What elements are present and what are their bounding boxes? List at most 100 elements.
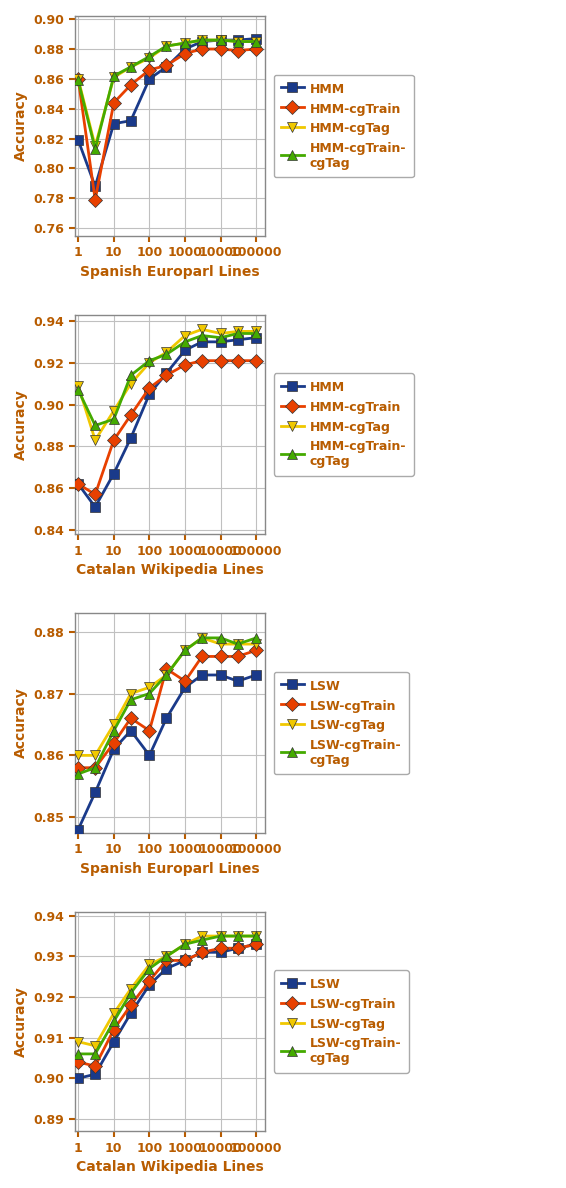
LSW — [217, 668, 224, 682]
Y-axis label: Accuracy: Accuracy — [14, 90, 28, 162]
LSW-cgTrain — [199, 650, 205, 664]
LSW — [182, 681, 188, 695]
HMM-cgTrain — [110, 432, 117, 447]
LSW-cgTag — [199, 929, 205, 943]
HMM — [75, 476, 82, 491]
LSW — [110, 742, 117, 757]
HMM-cgTrain — [199, 42, 205, 56]
HMM — [146, 387, 153, 402]
LSW — [234, 674, 241, 688]
HMM-cgTag — [75, 71, 82, 86]
HMM-cgTrain-
cgTag — [110, 69, 117, 83]
HMM-cgTag — [234, 34, 241, 49]
HMM — [110, 467, 117, 481]
LSW-cgTrain — [234, 650, 241, 664]
LSW-cgTrain — [253, 643, 260, 657]
LSW-cgTrain — [110, 1023, 117, 1037]
LSW-cgTrain — [127, 712, 134, 726]
LSW-cgTrain — [110, 735, 117, 750]
LSW-cgTrain — [253, 937, 260, 952]
LSW-cgTrain-
cgTag — [234, 929, 241, 943]
HMM-cgTrain — [75, 71, 82, 86]
HMM-cgTag — [92, 432, 98, 447]
LSW-cgTrain-
cgTag — [127, 986, 134, 1000]
HMM — [199, 335, 205, 349]
HMM — [234, 333, 241, 347]
LSW-cgTrain-
cgTag — [75, 1047, 82, 1061]
HMM-cgTag — [127, 377, 134, 391]
LSW-cgTrain — [75, 760, 82, 775]
LSW — [146, 978, 153, 992]
LSW-cgTag — [92, 1038, 98, 1053]
LSW-cgTag — [110, 1006, 117, 1020]
LSW-cgTrain — [217, 941, 224, 955]
HMM-cgTrain-
cgTag — [217, 33, 224, 48]
HMM — [110, 116, 117, 131]
HMM-cgTrain — [199, 354, 205, 368]
HMM-cgTag — [146, 355, 153, 369]
HMM-cgTrain-
cgTag — [75, 74, 82, 88]
Legend: HMM, HMM-cgTrain, HMM-cgTag, HMM-cgTrain-
cgTag: HMM, HMM-cgTrain, HMM-cgTag, HMM-cgTrain… — [273, 75, 414, 177]
HMM-cgTrain — [92, 192, 98, 207]
HMM — [199, 34, 205, 49]
LSW — [146, 748, 153, 763]
HMM — [182, 42, 188, 56]
LSW-cgTrain-
cgTag — [199, 631, 205, 645]
HMM-cgTrain-
cgTag — [127, 59, 134, 74]
HMM-cgTrain-
cgTag — [92, 418, 98, 432]
X-axis label: Catalan Wikipedia Lines: Catalan Wikipedia Lines — [76, 1161, 264, 1174]
LSW — [127, 1006, 134, 1020]
Line: HMM-cgTrain: HMM-cgTrain — [74, 44, 261, 204]
LSW-cgTag — [163, 668, 170, 682]
LSW-cgTrain-
cgTag — [163, 668, 170, 682]
HMM-cgTrain-
cgTag — [253, 327, 260, 341]
LSW-cgTrain-
cgTag — [110, 1015, 117, 1029]
LSW-cgTrain-
cgTag — [199, 933, 205, 947]
LSW-cgTrain-
cgTag — [92, 1047, 98, 1061]
LSW-cgTag — [253, 637, 260, 651]
Line: HMM-cgTag: HMM-cgTag — [74, 36, 261, 151]
HMM — [127, 114, 134, 128]
Line: HMM: HMM — [74, 33, 261, 191]
LSW-cgTrain — [182, 674, 188, 688]
LSW — [199, 946, 205, 960]
LSW — [199, 668, 205, 682]
LSW-cgTrain-
cgTag — [110, 723, 117, 738]
LSW-cgTag — [234, 637, 241, 651]
X-axis label: Catalan Wikipedia Lines: Catalan Wikipedia Lines — [76, 563, 264, 577]
HMM-cgTrain — [163, 368, 170, 383]
LSW-cgTrain-
cgTag — [234, 637, 241, 651]
HMM — [253, 31, 260, 45]
LSW-cgTag — [92, 748, 98, 763]
HMM-cgTrain-
cgTag — [146, 50, 153, 64]
LSW — [75, 822, 82, 836]
LSW-cgTrain — [163, 662, 170, 676]
X-axis label: Spanish Europarl Lines: Spanish Europarl Lines — [80, 265, 260, 279]
HMM-cgTrain — [92, 487, 98, 501]
LSW — [163, 961, 170, 975]
HMM-cgTag — [163, 346, 170, 360]
LSW-cgTag — [146, 681, 153, 695]
LSW-cgTrain — [146, 723, 153, 738]
LSW — [163, 712, 170, 726]
Line: HMM-cgTag: HMM-cgTag — [74, 324, 261, 446]
Line: LSW: LSW — [74, 670, 261, 834]
LSW-cgTrain — [182, 953, 188, 967]
HMM-cgTrain-
cgTag — [217, 330, 224, 345]
HMM-cgTrain — [253, 354, 260, 368]
LSW-cgTag — [182, 937, 188, 952]
HMM-cgTag — [253, 324, 260, 339]
LSW — [234, 941, 241, 955]
Line: LSW-cgTrain-
cgTag: LSW-cgTrain- cgTag — [74, 633, 261, 779]
LSW — [127, 723, 134, 738]
HMM-cgTrain — [146, 380, 153, 394]
HMM — [217, 335, 224, 349]
HMM-cgTrain-
cgTag — [253, 34, 260, 49]
Line: LSW-cgTrain: LSW-cgTrain — [74, 645, 261, 772]
HMM — [163, 366, 170, 380]
HMM-cgTag — [199, 33, 205, 48]
LSW-cgTag — [163, 949, 170, 963]
HMM-cgTag — [75, 379, 82, 393]
LSW-cgTrain — [92, 760, 98, 775]
HMM-cgTrain — [217, 42, 224, 56]
